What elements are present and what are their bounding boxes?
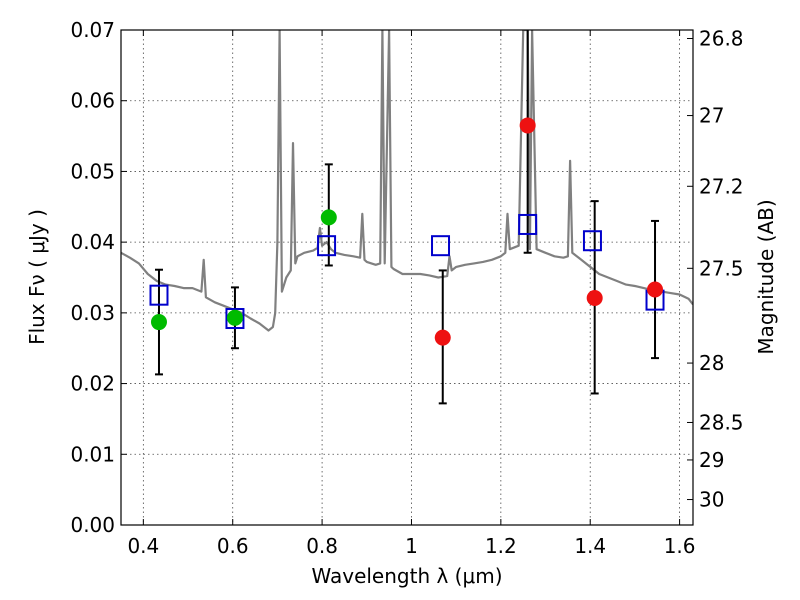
- x-axis-label: Wavelength λ (μm): [311, 564, 502, 588]
- y-axis-label: Flux Fν ( μJy ): [25, 209, 49, 345]
- green-photometry-point: [150, 314, 167, 331]
- red-photometry-point: [586, 290, 603, 307]
- x-tick-label: 1.4: [574, 534, 606, 558]
- right-tick-label: 29: [699, 448, 724, 472]
- red-photometry-point: [434, 329, 451, 346]
- y-tick-label: 0.07: [70, 18, 115, 42]
- model-spectrum-line: [121, 30, 693, 332]
- right-axis-label: Magnitude (AB): [754, 199, 778, 354]
- right-tick-label: 27.5: [699, 256, 744, 280]
- y-tick-label: 0.03: [70, 301, 115, 325]
- ticks-layer: 0.4 0.6 0.8 1 1.2 1.4 1.6 0.00 0.01 0.02 0.03 0.04 0…: [70, 18, 743, 558]
- right-tick-label: 27: [699, 104, 724, 128]
- synthetic-photometry-square: [518, 213, 538, 235]
- y-tick-label: 0.04: [70, 230, 115, 254]
- plot-frame: [120, 29, 694, 526]
- synthetic-photometry-square: [317, 235, 337, 257]
- x-tick-label: 1: [405, 534, 418, 558]
- x-tick-label: 1.2: [485, 534, 517, 558]
- right-tick-label: 27.2: [699, 174, 744, 198]
- series-layer: [121, 30, 693, 332]
- x-tick-label: 0.6: [217, 534, 249, 558]
- x-tick-label: 1.6: [664, 534, 696, 558]
- right-tick-label: 28.5: [699, 410, 744, 434]
- synthetic-photometry-square: [225, 308, 245, 330]
- x-tick-label: 0.4: [127, 534, 159, 558]
- marker-layer: [149, 117, 665, 346]
- red-photometry-point: [519, 117, 536, 134]
- y-tick-label: 0.05: [70, 159, 115, 183]
- y-tick-label: 0.00: [70, 513, 115, 537]
- y-tick-label: 0.02: [70, 372, 115, 396]
- green-photometry-point: [320, 209, 337, 226]
- synthetic-photometry-square: [431, 235, 451, 257]
- right-tick-label: 28: [699, 351, 724, 375]
- y-tick-label: 0.01: [70, 442, 115, 466]
- right-tick-label: 30: [699, 488, 724, 512]
- red-photometry-point: [647, 281, 664, 298]
- synthetic-photometry-square: [149, 284, 169, 306]
- right-tick-label: 26.8: [699, 26, 744, 50]
- green-photometry-point: [226, 309, 243, 326]
- y-tick-label: 0.06: [70, 89, 115, 113]
- synthetic-photometry-square: [582, 230, 602, 252]
- x-tick-label: 0.8: [306, 534, 338, 558]
- grid-layer: [121, 30, 693, 525]
